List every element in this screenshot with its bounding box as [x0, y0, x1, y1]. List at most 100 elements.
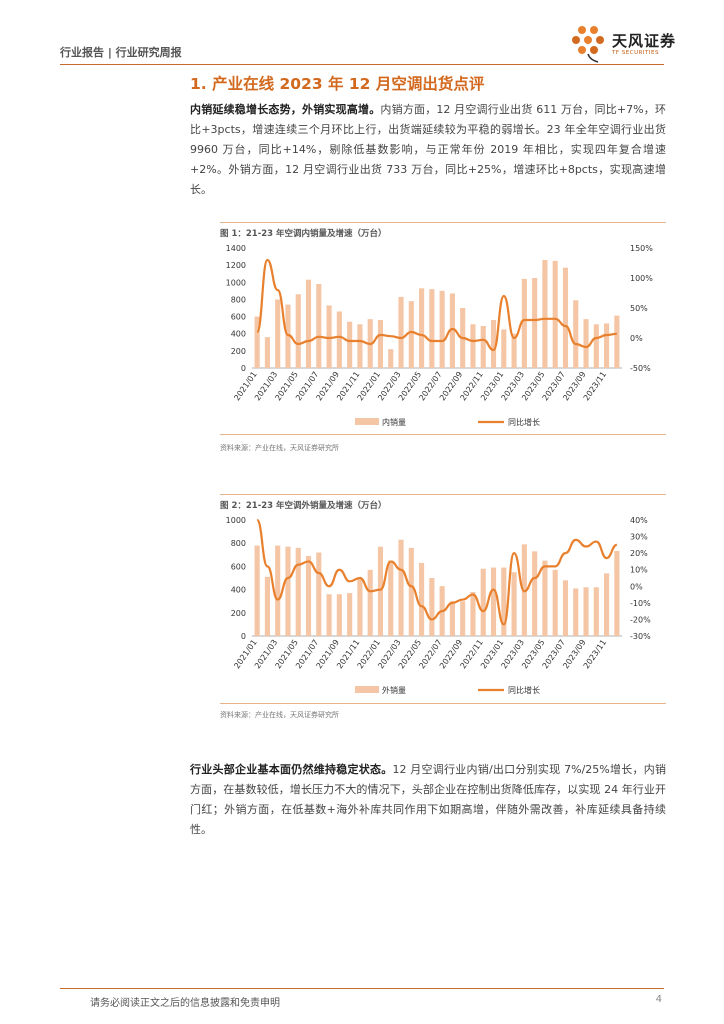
header-breadcrumb: 行业报告 | 行业研究周报	[60, 46, 182, 59]
footer-divider	[60, 988, 664, 989]
y-right-tick-label: -20%	[630, 615, 651, 624]
y-left-tick-label: 400	[231, 586, 246, 595]
figure-1-bottom-rule	[220, 434, 666, 435]
bar	[367, 569, 373, 636]
bar	[357, 579, 363, 636]
y-right-tick-label: 10%	[630, 566, 648, 575]
brand-name: 天风证券	[612, 32, 677, 50]
bar	[562, 267, 569, 368]
bar	[552, 260, 558, 368]
y-left-tick-label: 800	[231, 539, 246, 548]
figure-2-source: 资料来源：产业在线，天风证券研究所	[220, 711, 339, 719]
bar	[285, 304, 291, 368]
bar	[398, 296, 404, 368]
bar	[377, 320, 384, 368]
y-left-tick-label: 1200	[226, 261, 246, 270]
paragraph-1: 内销延续稳增长态势，外销实现高增。内销方面，12 月空调行业出货 611 万台，…	[190, 100, 666, 200]
bar	[470, 591, 476, 636]
figure-1-title: 图 1：21-23 年空调内销量及增速（万台）	[220, 229, 387, 239]
y-left-tick-label: 0	[241, 632, 246, 641]
bar	[377, 546, 384, 636]
bar	[614, 315, 620, 368]
legend-bar-label: 内销量	[382, 417, 406, 427]
y-right-tick-label: -10%	[630, 599, 651, 608]
y-left-tick-label: 600	[231, 313, 246, 322]
y-right-tick-label: 50%	[630, 304, 648, 313]
bar	[336, 594, 342, 636]
y-left-tick-label: 1000	[226, 516, 246, 525]
bar	[614, 550, 620, 636]
figure-2-bottom-rule	[220, 703, 666, 704]
bar	[511, 333, 517, 368]
paragraph-2: 行业头部企业基本面仍然维持稳定状态。12 月空调行业内销/出口分别实现 7%/2…	[190, 760, 666, 840]
bar	[264, 576, 270, 636]
y-right-tick-label: 100%	[630, 274, 653, 283]
bar	[326, 305, 332, 368]
bar	[532, 551, 538, 636]
bar	[583, 319, 589, 368]
bar	[470, 324, 476, 368]
bar	[398, 539, 404, 636]
y-right-tick-label: -50%	[630, 364, 651, 373]
bar	[295, 294, 301, 368]
bar	[573, 300, 579, 368]
y-right-tick-label: 30%	[630, 533, 648, 542]
bar	[254, 316, 260, 368]
header-divider	[60, 64, 664, 65]
y-right-tick-label: 0%	[630, 582, 643, 591]
bar	[419, 562, 425, 636]
yoy-growth-line	[256, 258, 617, 352]
bar	[480, 326, 486, 368]
bar	[583, 587, 589, 636]
y-right-tick-label: 20%	[630, 549, 648, 558]
bar	[295, 547, 301, 636]
y-left-tick-label: 400	[231, 330, 246, 339]
bar	[254, 545, 260, 636]
figure-1-source: 资料来源：产业在线，天风证券研究所	[220, 444, 339, 452]
bar	[429, 578, 435, 636]
bar	[305, 555, 312, 636]
y-left-tick-label: 200	[231, 347, 246, 356]
bar	[542, 260, 548, 368]
y-left-tick-label: 800	[231, 295, 246, 304]
bar	[501, 567, 507, 636]
tf-securities-logo-icon	[572, 26, 604, 63]
bar	[316, 284, 322, 368]
bar	[408, 547, 414, 636]
bar	[419, 288, 425, 368]
bar	[573, 588, 579, 636]
bar	[490, 567, 497, 636]
bar	[336, 311, 342, 368]
bar	[357, 324, 363, 368]
bar	[429, 289, 435, 368]
y-right-tick-label: -30%	[630, 632, 651, 641]
bar	[604, 323, 610, 368]
bar	[562, 580, 569, 636]
footer-disclaimer: 请务必阅读正文之后的信息披露和免责申明	[90, 998, 280, 1009]
bar	[552, 569, 558, 636]
bar	[264, 337, 270, 368]
legend-line-label: 同比增长	[508, 685, 540, 695]
y-right-tick-label: 40%	[630, 516, 648, 525]
yoy-growth-line	[256, 518, 618, 626]
bar	[316, 552, 322, 636]
figure-1-top-rule	[220, 222, 666, 223]
section-title: 1. 产业在线 2023 年 12 月空调出货点评	[190, 75, 485, 93]
bar	[501, 329, 507, 368]
bar	[480, 568, 486, 636]
legend-bar-swatch	[355, 686, 379, 693]
y-left-tick-label: 0	[241, 364, 246, 373]
bar	[285, 546, 291, 636]
bar	[604, 573, 610, 636]
bar	[511, 572, 517, 636]
legend-bar-swatch	[355, 418, 379, 425]
bar	[490, 320, 497, 368]
bar	[593, 324, 599, 368]
bar	[388, 349, 394, 368]
bar	[326, 594, 332, 636]
bar	[532, 278, 538, 368]
y-left-tick-label: 1000	[226, 278, 246, 287]
brand-sub: TF SECURITIES	[612, 50, 659, 56]
y-left-tick-label: 1400	[226, 244, 246, 253]
chart-domestic-sales: 0 200 400 600 800 1000 1200 1400 -50% 0% 50% 100% 15…	[226, 244, 654, 427]
